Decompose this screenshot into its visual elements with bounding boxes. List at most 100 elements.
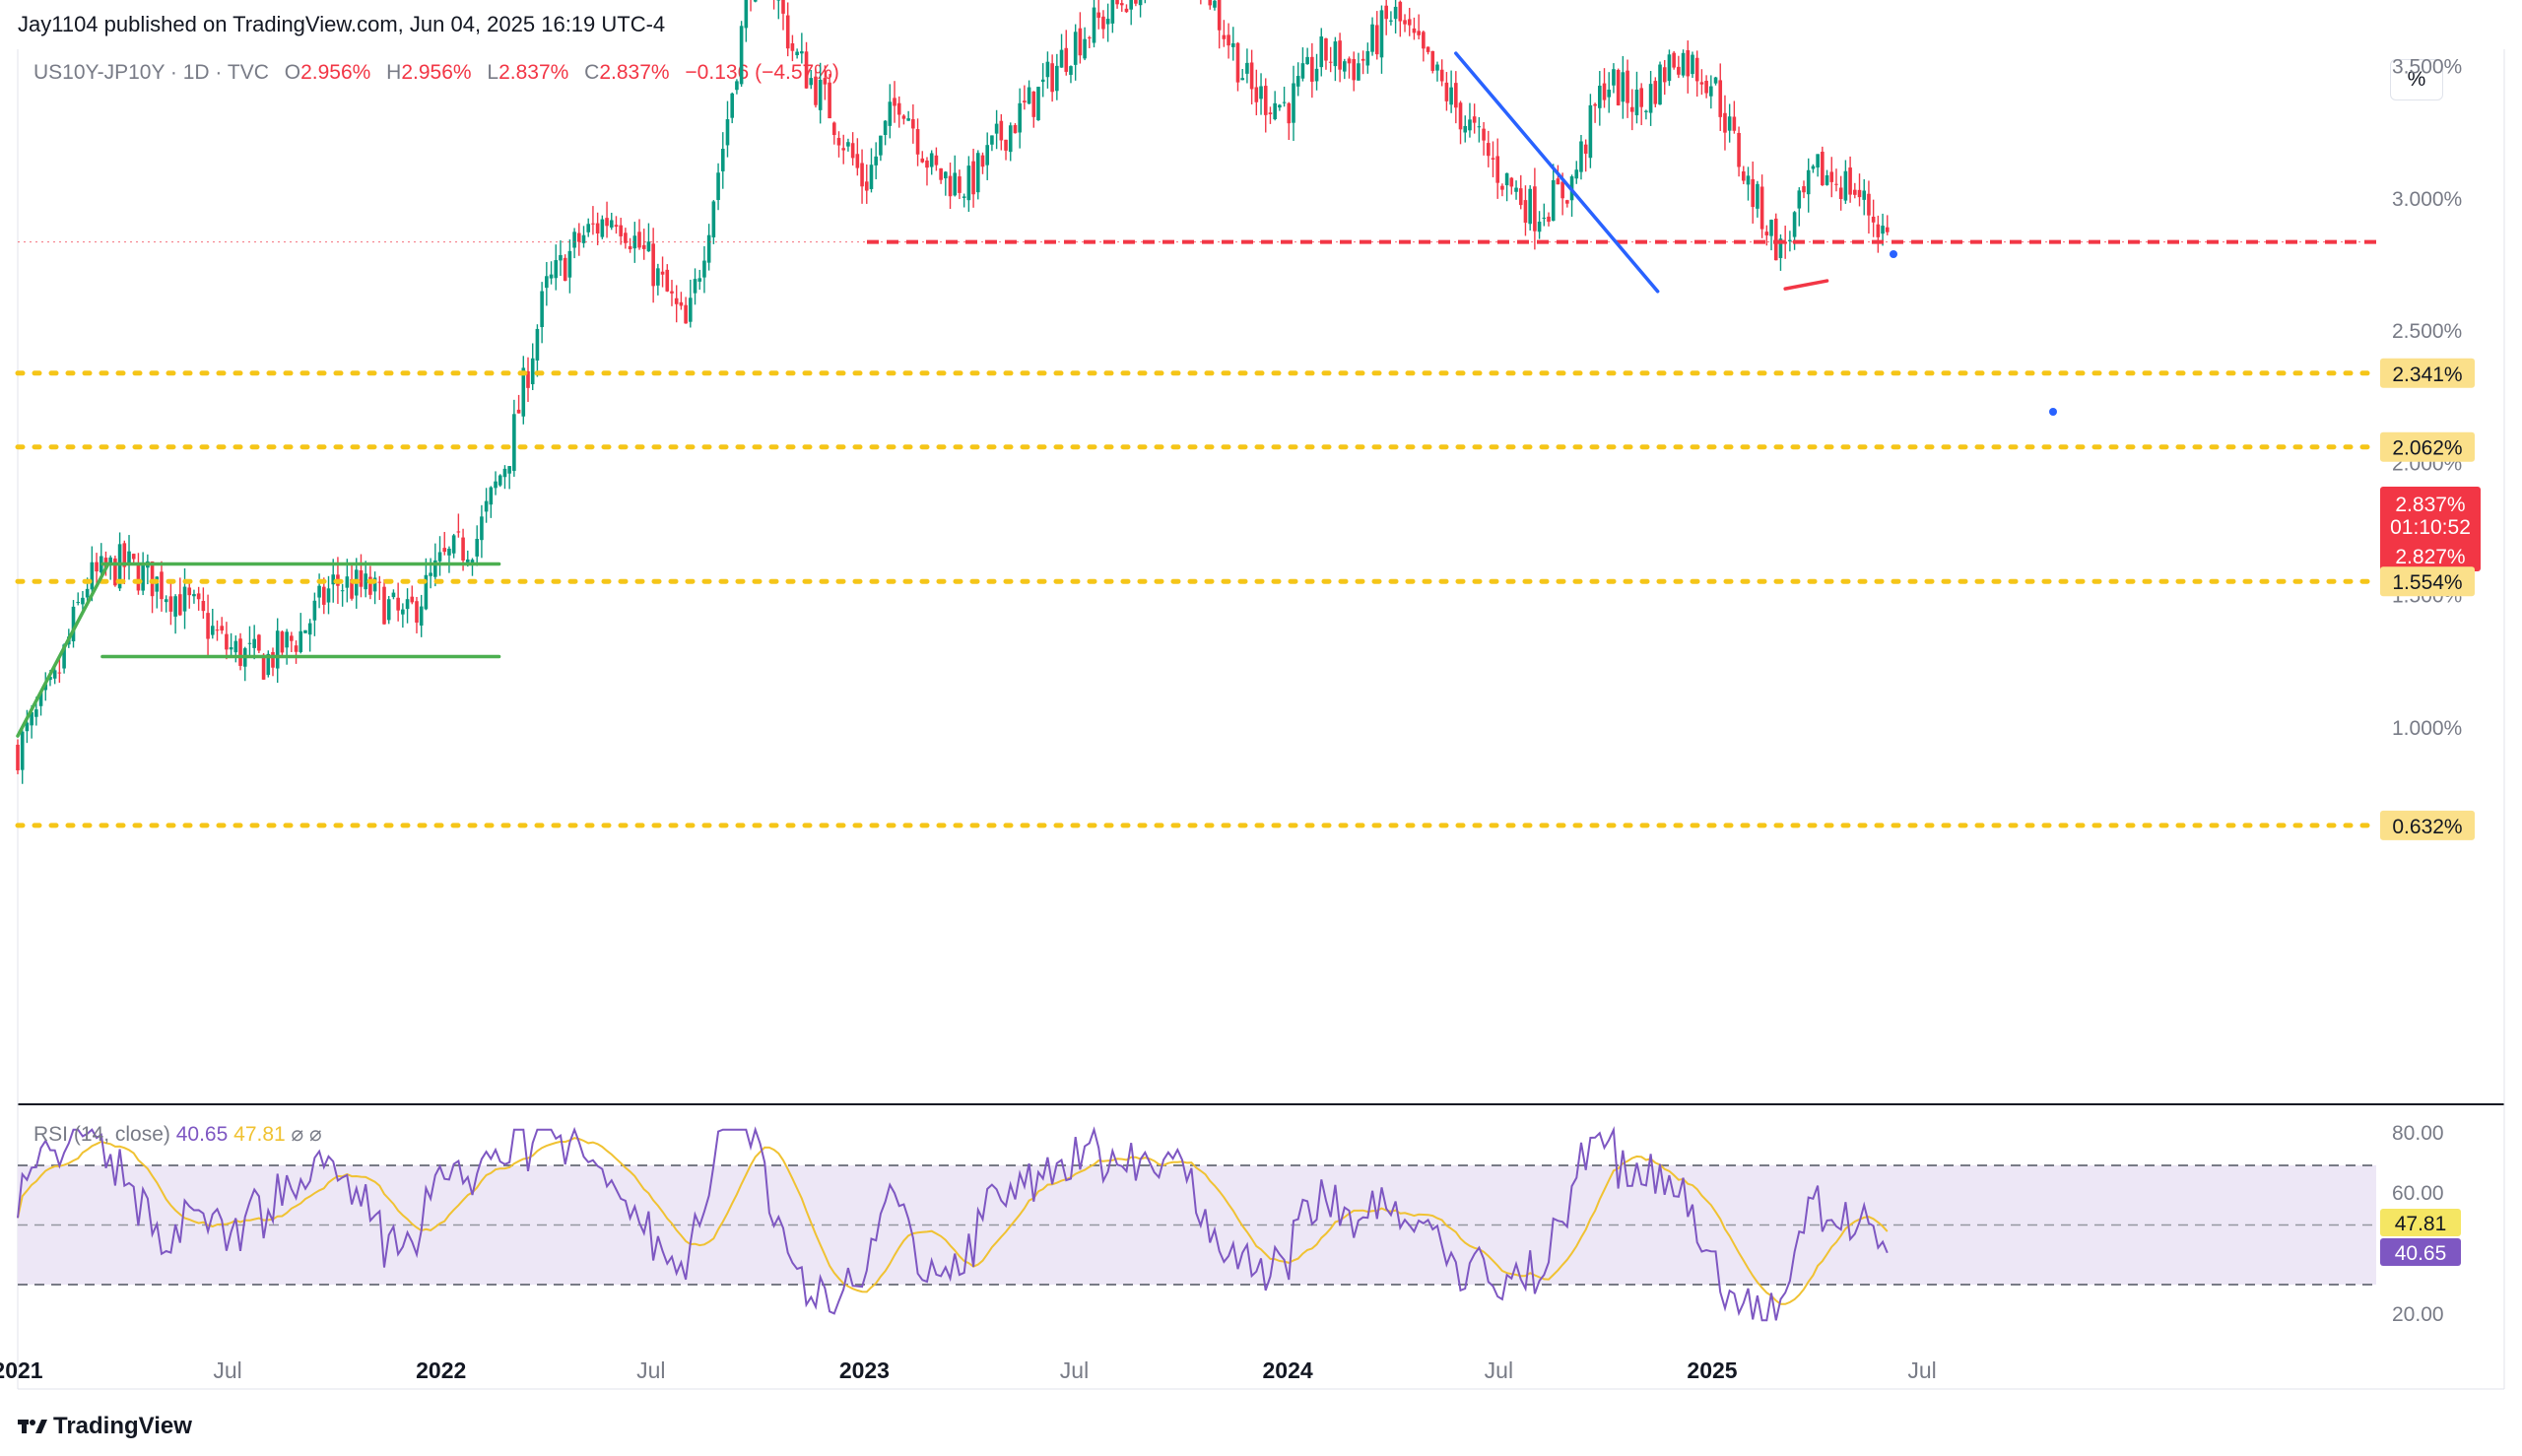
candle-body (1217, 0, 1222, 31)
candle-body (43, 684, 48, 691)
candle-body (391, 592, 396, 598)
second-price-value: 2.827% (2395, 546, 2465, 568)
symbol-label[interactable]: US10Y-JP10Y · 1D · TVC (33, 61, 269, 84)
candle-body (48, 676, 52, 681)
candle-body (1417, 31, 1421, 35)
candle-body (257, 634, 261, 651)
candle-body (934, 155, 939, 165)
candle-body (359, 569, 364, 587)
price-axis-label: 1.000% (2392, 717, 2462, 740)
candle-body (312, 600, 317, 621)
candle-body (1031, 91, 1036, 117)
candle-body (1644, 110, 1648, 112)
candle-body (1282, 101, 1287, 103)
candle-body (595, 223, 600, 233)
candle-body (1629, 106, 1634, 112)
candle-body (1588, 104, 1593, 159)
candle-body (1134, 0, 1138, 4)
candle-body (1254, 87, 1259, 102)
candle-body (994, 123, 999, 134)
candle-body (795, 51, 799, 55)
candle-body (340, 590, 345, 592)
time-axis-label: Jul (1907, 1357, 1936, 1383)
candle-body (1778, 238, 1783, 258)
candle-body (382, 586, 386, 625)
candle-body (1746, 175, 1751, 185)
candle-body (1518, 188, 1523, 206)
candle-body (535, 328, 540, 361)
candle-body (1078, 28, 1083, 56)
candle-body (1593, 103, 1597, 106)
rsi-ma-tag-value: 47.81 (2395, 1213, 2447, 1235)
candle-body (229, 647, 233, 650)
candle-body (628, 245, 632, 249)
candle-body (567, 250, 572, 278)
rsi-axis-60: 60.00 (2392, 1182, 2444, 1205)
level-tags: 2.341% 2.062% 1.554% 0.632% (2380, 358, 2475, 840)
candle-body (62, 644, 66, 669)
candle-body (1352, 58, 1357, 81)
level-tag-value: 2.341% (2392, 364, 2462, 386)
candle-body (271, 651, 275, 668)
candle-body (823, 78, 828, 85)
candle-body (225, 633, 229, 650)
candle-body (1083, 38, 1087, 59)
candle-body (1124, 8, 1129, 13)
candle-body (350, 578, 354, 599)
candle-body (141, 564, 145, 591)
candle-body (1435, 64, 1439, 71)
candle-body (1876, 224, 1881, 237)
rsi-line (17, 1126, 1889, 1322)
candle-body (1222, 34, 1227, 39)
tradingview-logo[interactable]: TradingView (18, 1413, 192, 1440)
candle-body (818, 79, 823, 110)
candle-body (71, 606, 76, 642)
candle-body (1811, 165, 1816, 169)
candle-body (1662, 67, 1667, 83)
candle-body (122, 543, 127, 567)
candle-body (530, 358, 535, 385)
candle-body (1468, 119, 1472, 131)
candle-body (679, 301, 684, 306)
candle-body (494, 481, 498, 489)
percent-scale-button[interactable]: % (2390, 59, 2443, 100)
candle-body (1018, 102, 1022, 133)
candle-body (368, 576, 372, 595)
candle-body (1370, 24, 1374, 52)
candle-body (415, 601, 419, 624)
candle-body (1626, 70, 1629, 103)
candle-body (1384, 5, 1388, 20)
candle-body (609, 220, 614, 228)
candle-body (1119, 3, 1124, 6)
candle-body (238, 638, 242, 666)
candle-body (1764, 232, 1769, 235)
candle-body (720, 149, 725, 171)
candle-body (433, 560, 437, 577)
time-axis-label: 2025 (1687, 1357, 1737, 1383)
level-tag-bg (2380, 810, 2475, 840)
candle-body (855, 154, 860, 168)
candle-body (1027, 87, 1031, 104)
rsi-title[interactable]: RSI (14, close) (33, 1123, 170, 1146)
candle-body (1848, 167, 1852, 195)
candle-body (1407, 19, 1412, 26)
candle-body (447, 548, 451, 556)
candle-body (888, 101, 893, 126)
candle-body (326, 588, 331, 603)
candle-body (294, 645, 299, 652)
candle-body (869, 165, 874, 189)
candle-body (1064, 47, 1069, 72)
candle-body (1287, 102, 1292, 124)
candle-body (1013, 124, 1018, 134)
candle-body (155, 576, 160, 592)
empty-set-icon: ⌀ (291, 1123, 304, 1146)
candle-body (1343, 61, 1347, 72)
candle-body (1788, 239, 1792, 242)
candle-body (396, 597, 400, 611)
candle-body (1263, 86, 1268, 115)
candle-body (16, 744, 20, 770)
candle-body (1699, 82, 1704, 85)
candle-body (1389, 20, 1393, 22)
candle-body (939, 167, 943, 180)
